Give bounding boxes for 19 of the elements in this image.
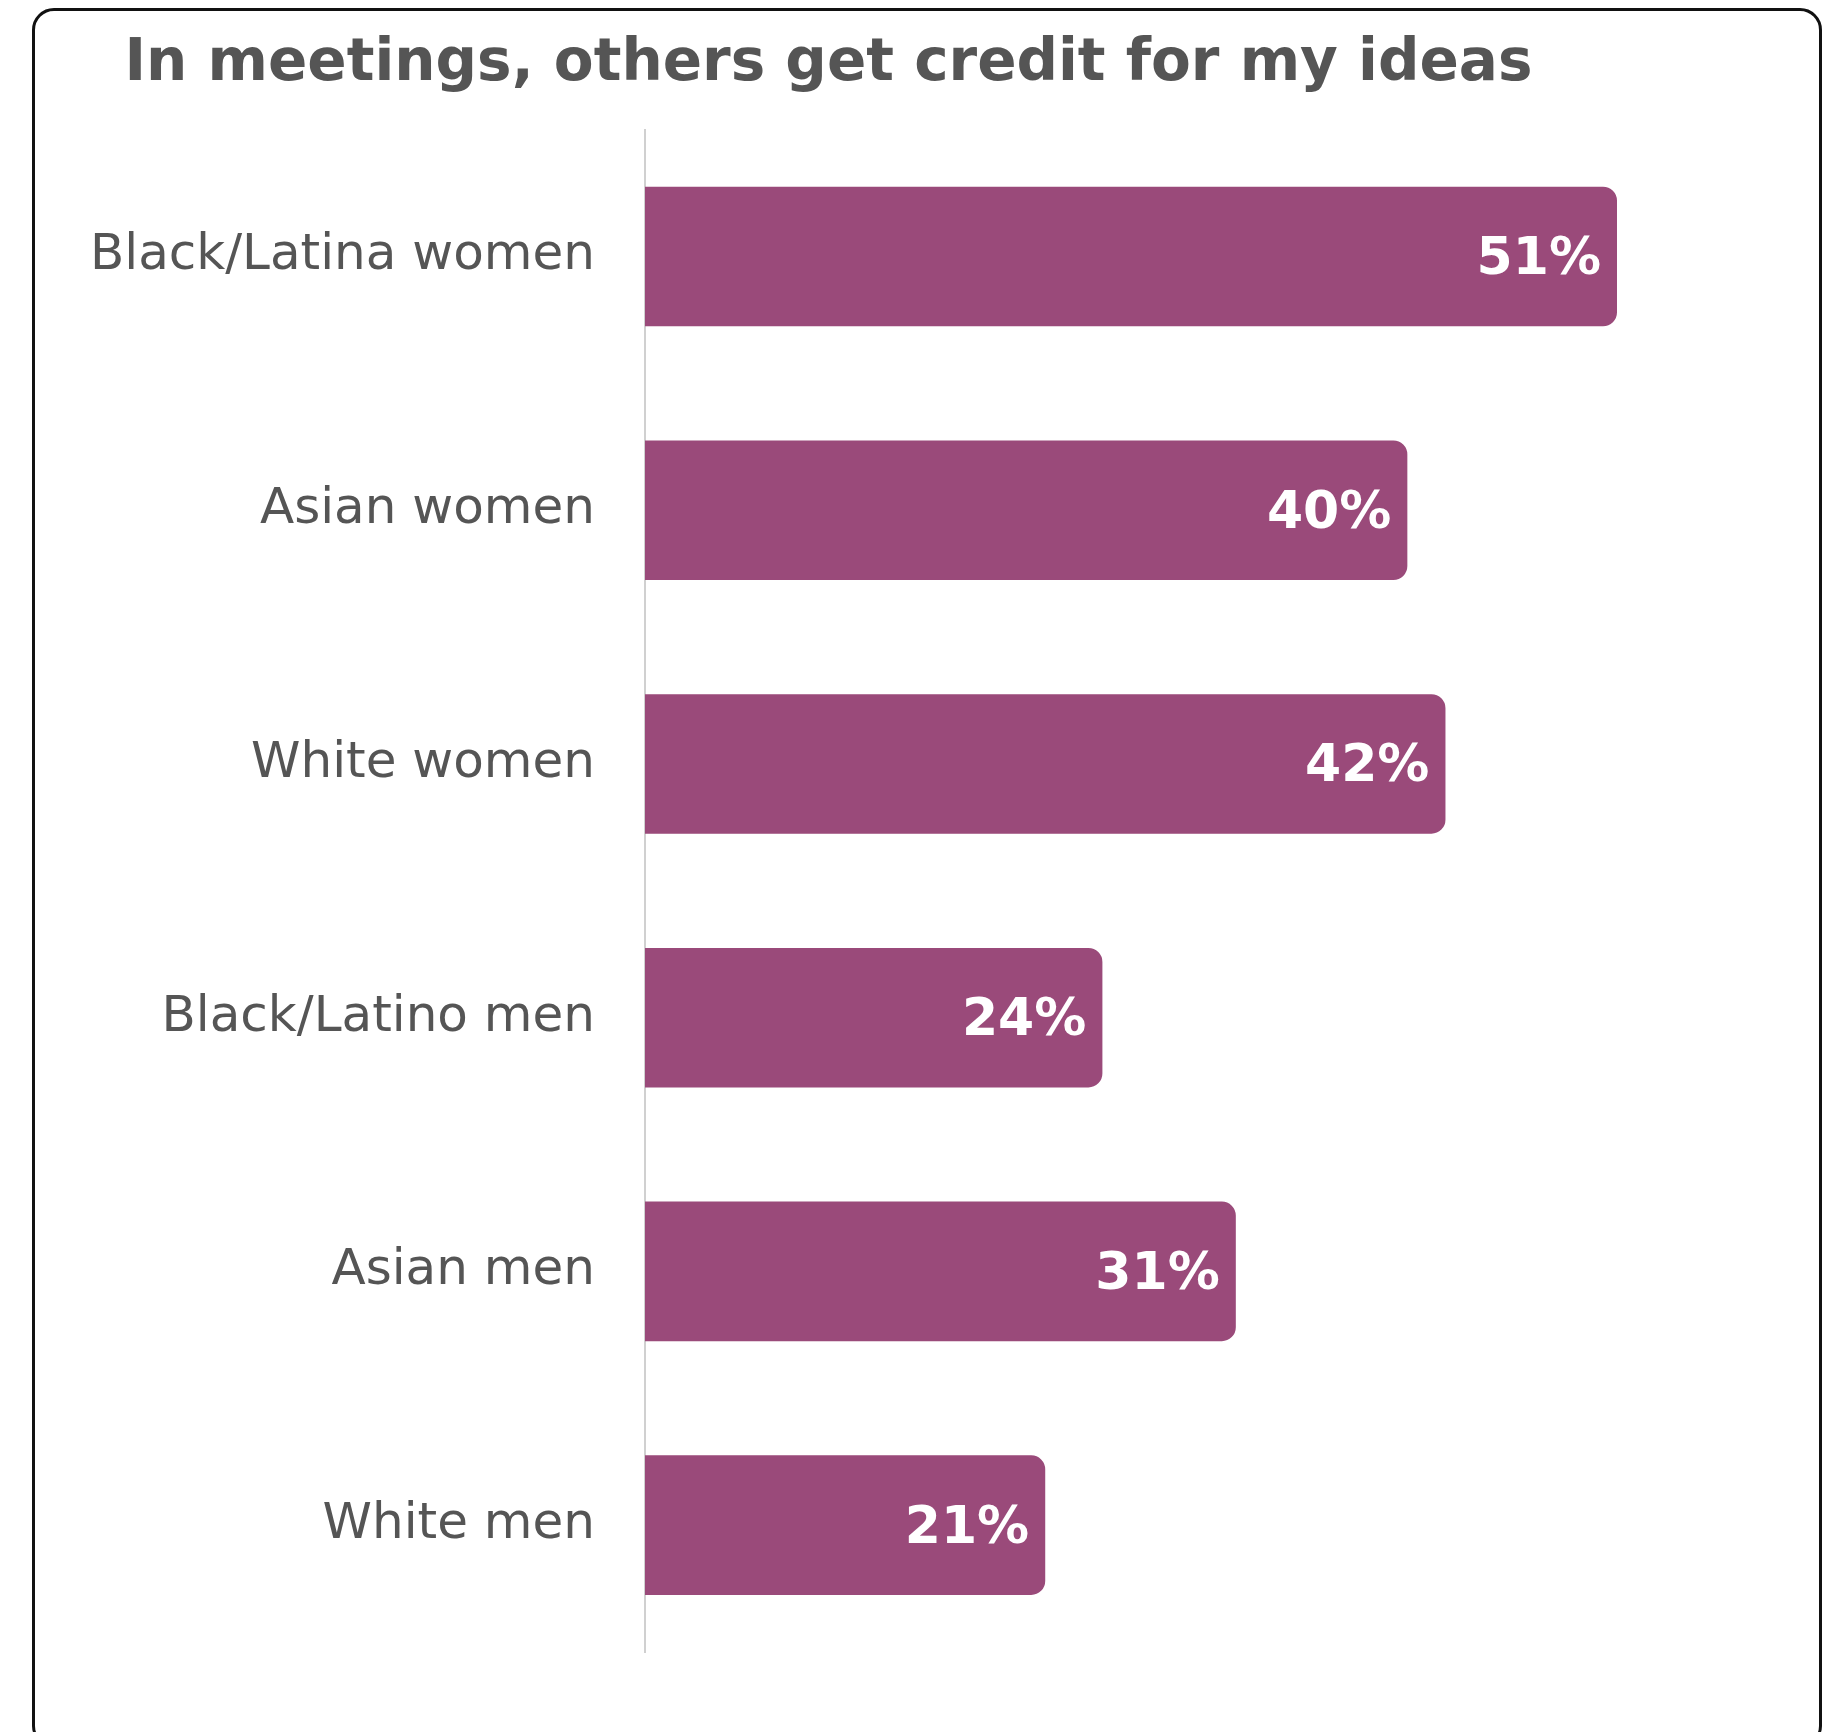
bar [644, 1201, 1236, 1342]
data-label: 21% [904, 1494, 1030, 1555]
bar [644, 947, 1103, 1088]
bar [644, 186, 1617, 327]
chart-title: In meetings, others get credit for my ideas [124, 25, 1533, 94]
data-label: 40% [1266, 479, 1392, 540]
data-label: 42% [1305, 733, 1430, 794]
y-tick-label: Asian women [259, 477, 595, 536]
data-label: 51% [1476, 225, 1601, 286]
bar [644, 694, 1446, 834]
y-tick-label: Asian men [331, 1238, 595, 1297]
y-tick-label: White women [251, 730, 595, 789]
bar [644, 440, 1408, 580]
data-label: 24% [961, 987, 1087, 1048]
y-tick-label: Black/Latina women [90, 223, 595, 282]
data-label: 31% [1095, 1240, 1220, 1301]
bar [644, 1455, 1046, 1595]
y-tick-label: White men [322, 1492, 595, 1551]
y-tick-label: Black/Latino men [161, 984, 595, 1043]
